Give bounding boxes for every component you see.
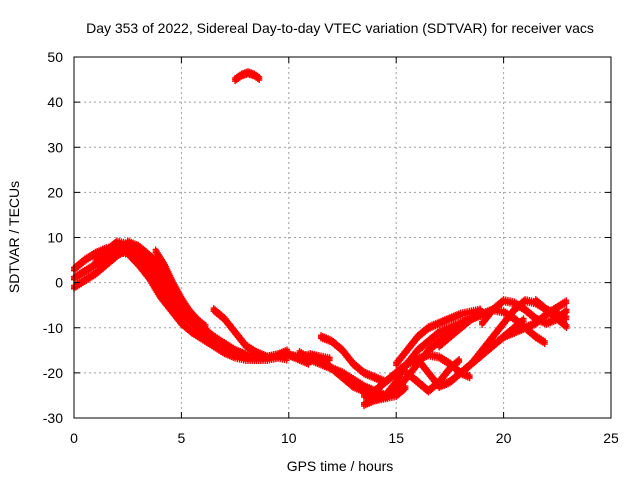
x-tick-label: 20	[496, 430, 512, 446]
data-point-marker	[251, 355, 258, 362]
series-track-e	[124, 237, 258, 362]
y-tick-label: -20	[43, 365, 63, 381]
y-tick-label: 50	[47, 49, 63, 65]
data-point-marker	[202, 324, 209, 331]
y-tick-label: 0	[55, 275, 63, 291]
y-tick-label: 10	[47, 230, 63, 246]
y-tick-label: 20	[47, 184, 63, 200]
x-tick-label: 10	[281, 430, 297, 446]
grid-lines	[74, 57, 611, 418]
series-track-g	[210, 305, 290, 364]
x-tick-label: 5	[178, 430, 186, 446]
x-tick-label: 15	[388, 430, 404, 446]
data-point-marker	[402, 386, 409, 393]
x-axis-label: GPS time / hours	[287, 458, 394, 474]
data-point-marker	[283, 357, 290, 364]
chart-title: Day 353 of 2022, Sidereal Day-to-day VTE…	[86, 20, 594, 36]
x-tick-label: 25	[603, 430, 619, 446]
data-series	[71, 68, 570, 410]
y-tick-label: 40	[47, 94, 63, 110]
y-tick-label: -10	[43, 320, 63, 336]
y-tick-label: -30	[43, 410, 63, 426]
series-track-c	[71, 241, 312, 368]
y-tick-label: 30	[47, 139, 63, 155]
y-axis-label: SDTVAR / TECUs	[6, 181, 22, 293]
series-track-v	[232, 68, 263, 85]
series-track-f	[152, 246, 209, 331]
x-tick-label: 0	[70, 430, 78, 446]
series-track-t	[500, 323, 548, 348]
